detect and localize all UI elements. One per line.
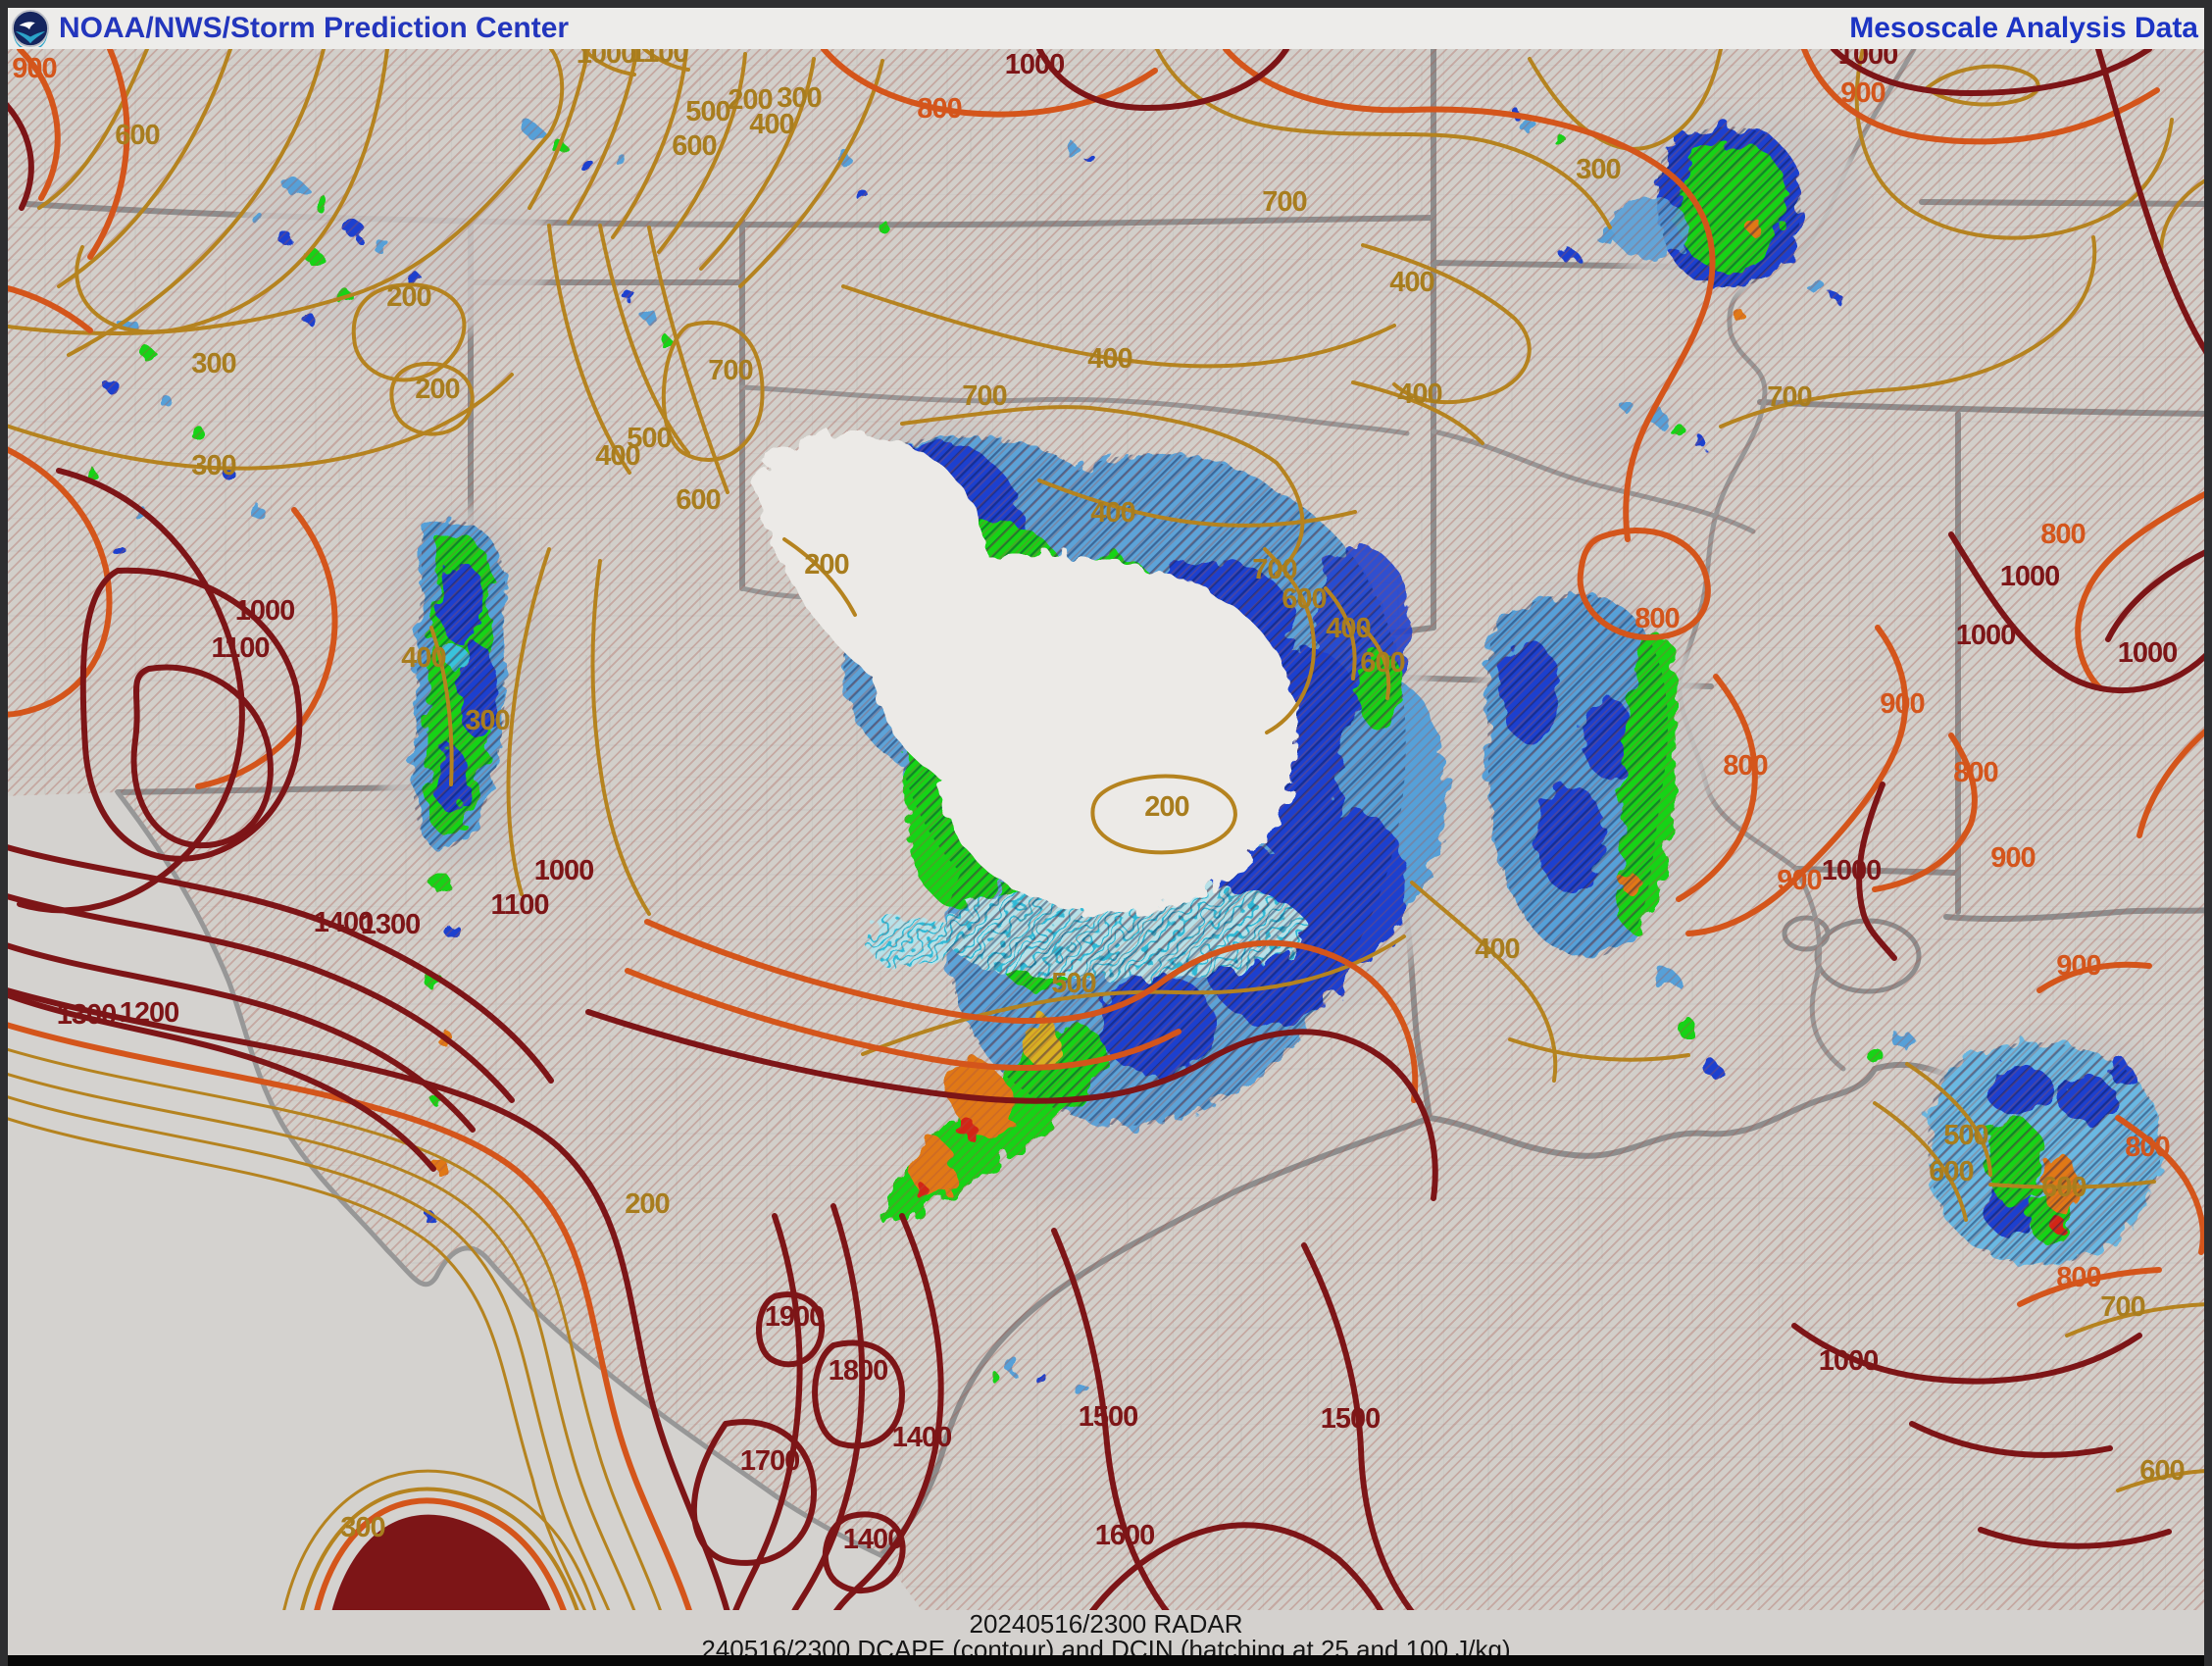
map-caption: 20240516/2300 RADAR 240516/2300 DCAPE (c…	[0, 1609, 2212, 1662]
radar-void-region	[754, 432, 1296, 914]
contours-orange	[0, 46, 2212, 1666]
caption-radar-time: 20240516/2300 RADAR	[969, 1609, 1243, 1639]
bottom-strip	[0, 1655, 2212, 1666]
page-subtitle[interactable]: Mesoscale Analysis Data	[1849, 12, 2198, 44]
title-bar: NOAA/NWS/Storm Prediction Center Mesosca…	[8, 8, 2204, 49]
contours-tan	[0, 47, 2212, 1666]
noaa-logo-icon[interactable]	[12, 10, 49, 47]
page-title[interactable]: NOAA/NWS/Storm Prediction Center	[59, 12, 570, 44]
